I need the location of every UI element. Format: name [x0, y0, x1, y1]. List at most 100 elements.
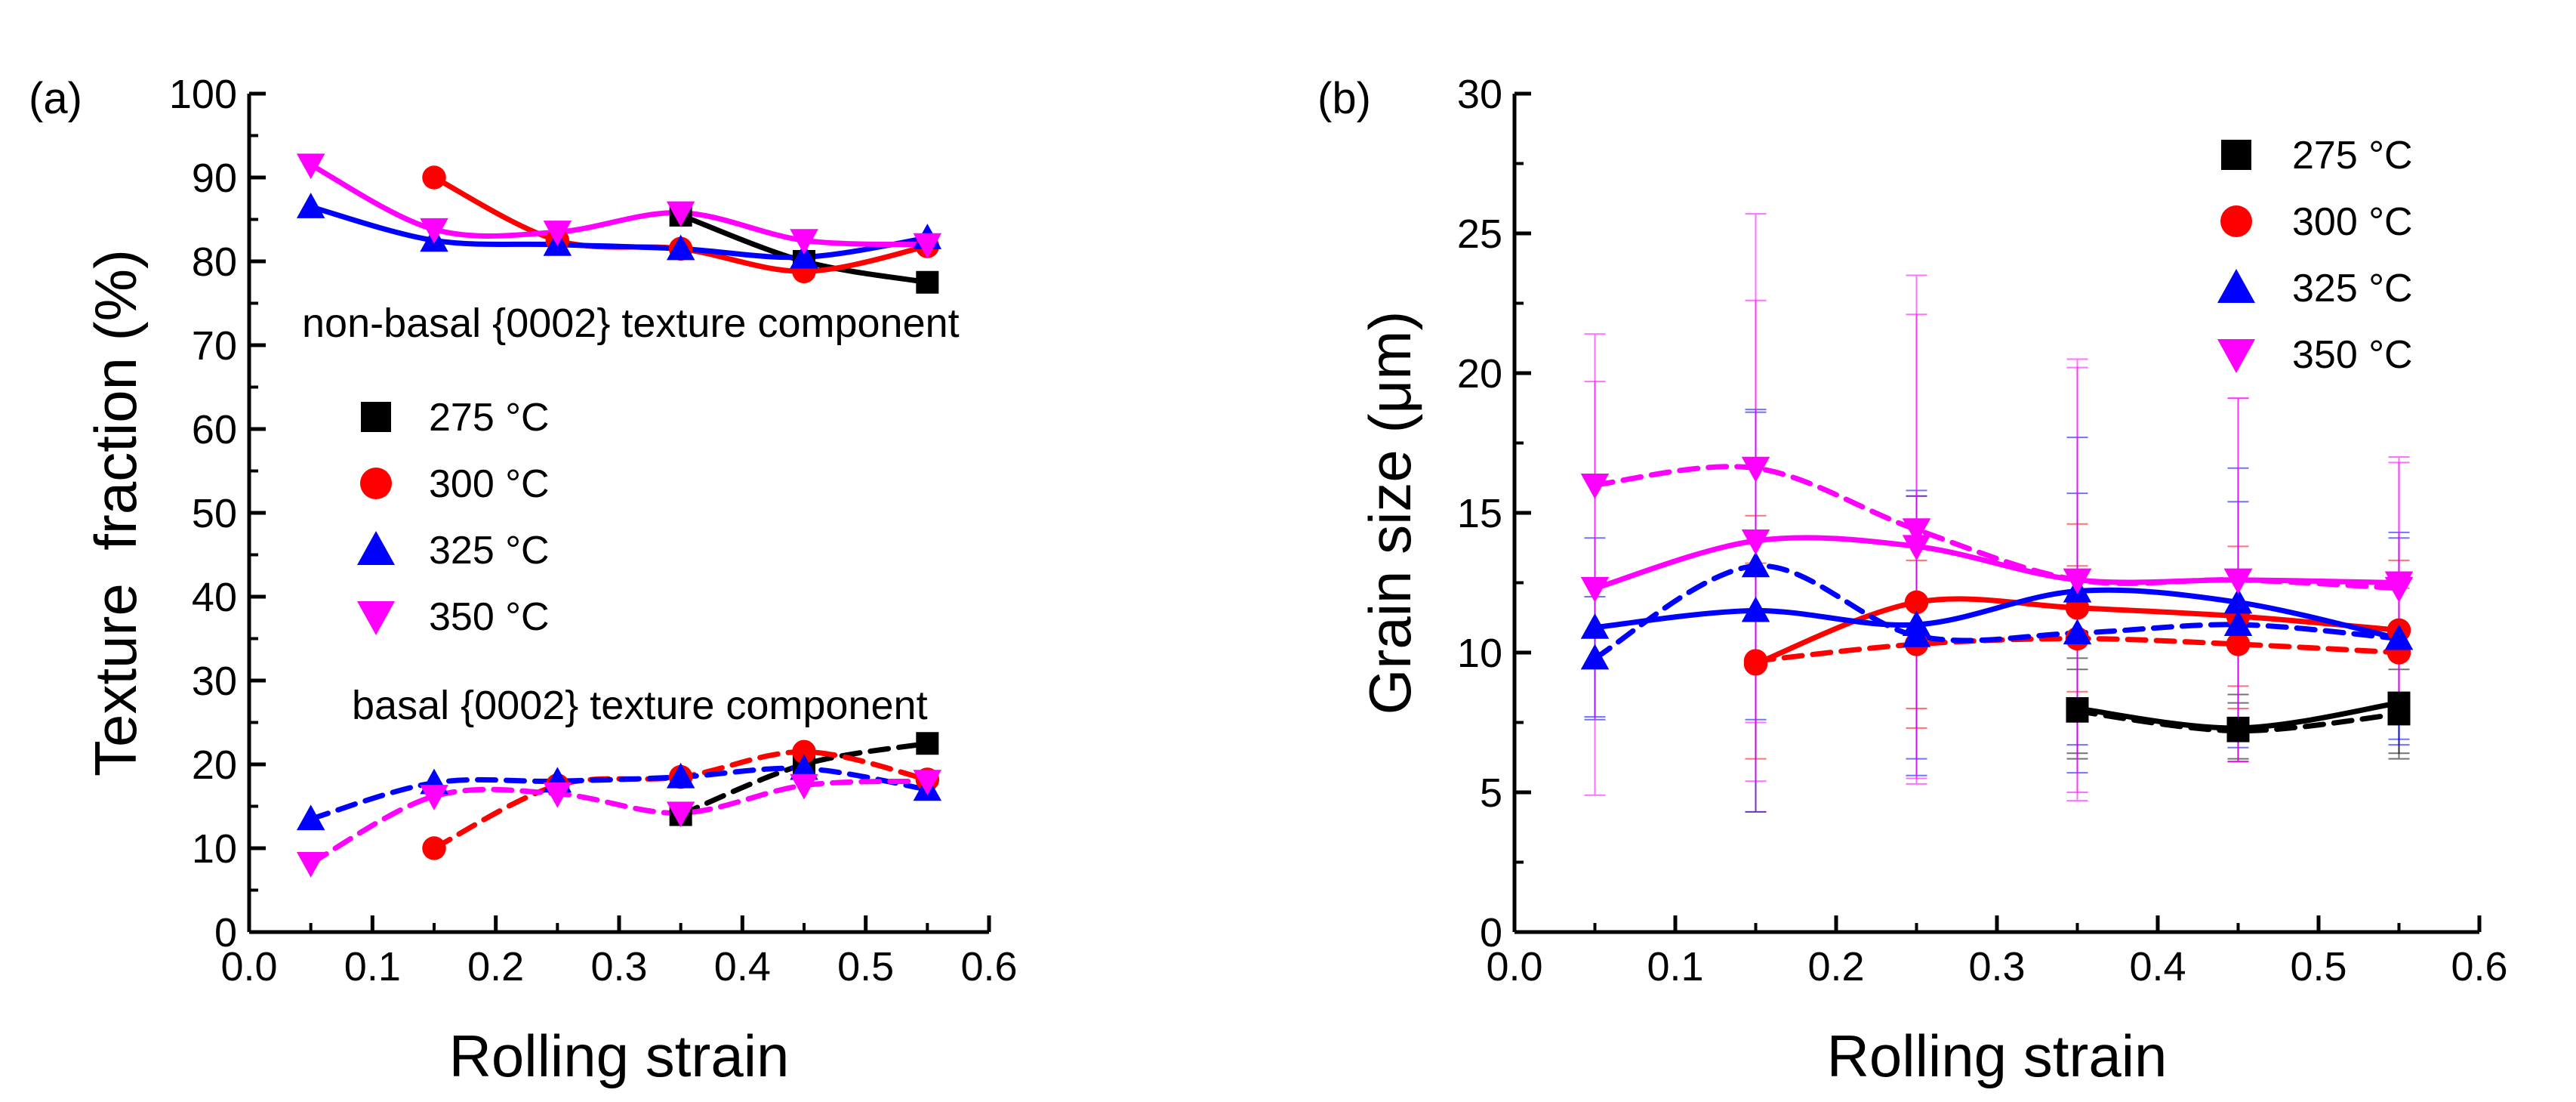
- legend-marker: [360, 468, 392, 499]
- data-point: [790, 229, 818, 255]
- legend-marker: [357, 531, 395, 565]
- data-point: [420, 218, 448, 244]
- x-axis-title: Rolling strain: [1827, 1023, 2168, 1089]
- legend: 275 °C 300 °C 325 °C 350 °C: [2217, 134, 2413, 377]
- x-tick-label: 0.4: [2129, 944, 2186, 989]
- x-tick-label: 0.6: [960, 944, 1017, 989]
- data-point: [2066, 699, 2089, 723]
- data-point: [2063, 568, 2092, 594]
- data-point: [2226, 719, 2250, 742]
- data-point: [420, 785, 448, 810]
- data-point: [2223, 568, 2253, 594]
- legend-item: 325 °C: [357, 529, 550, 573]
- legend-label: 325 °C: [2292, 267, 2413, 310]
- x-tick-label: 0.5: [2290, 944, 2346, 989]
- y-tick-label: 70: [192, 323, 237, 369]
- series-markers-325: [1580, 551, 2414, 670]
- legend-item: 350 °C: [357, 595, 550, 639]
- y-tick-label: 10: [192, 826, 237, 872]
- y-tick-label: 30: [192, 659, 237, 704]
- data-point: [1580, 576, 1610, 603]
- y-axis-title: Texture fraction (%): [82, 249, 149, 776]
- data-point: [2223, 588, 2253, 614]
- x-tick-label: 0.2: [1807, 944, 1864, 989]
- data-point: [296, 804, 325, 831]
- data-point: [1580, 613, 1610, 639]
- legend-label: 275 °C: [429, 396, 550, 440]
- data-point: [296, 193, 325, 218]
- panel-label: (a): [29, 74, 82, 123]
- y-tick-label: 90: [192, 156, 237, 201]
- y-tick-label: 80: [192, 239, 237, 285]
- data-point: [1741, 456, 1770, 483]
- series-markers-350: [296, 153, 942, 259]
- x-axis-title: Rolling strain: [449, 1023, 790, 1089]
- x-tick-label: 0.0: [1486, 944, 1542, 989]
- series-line-350-solid: [1592, 535, 2402, 591]
- legend-item: 350 °C: [2217, 333, 2413, 377]
- series-line-325-solid: [1592, 587, 2402, 641]
- data-point: [913, 770, 942, 795]
- y-tick-label: 20: [1457, 351, 1502, 397]
- data-point: [790, 754, 818, 780]
- x-tick-label: 0.3: [590, 944, 647, 989]
- data-point: [916, 270, 939, 294]
- data-point: [543, 221, 572, 246]
- data-point: [296, 851, 325, 878]
- legend-marker: [2220, 205, 2252, 237]
- legend-item: 275 °C: [361, 396, 550, 440]
- y-tick-label: 15: [1457, 491, 1502, 536]
- legend-item: 275 °C: [2221, 134, 2413, 177]
- legend-marker: [2221, 140, 2251, 170]
- legend-item: 300 °C: [2220, 200, 2413, 244]
- x-tick-label: 0.5: [837, 944, 894, 989]
- data-point: [1580, 644, 1610, 670]
- legend-item: 300 °C: [360, 462, 550, 506]
- series-line-325-solid: [308, 204, 930, 261]
- x-tick-label: 0.0: [220, 944, 277, 989]
- data-point: [2223, 610, 2253, 636]
- data-point: [422, 165, 446, 190]
- series-markers-275: [2066, 699, 2411, 742]
- x-tick-label: 0.2: [467, 944, 524, 989]
- data-point: [666, 801, 695, 828]
- series-markers-350: [296, 770, 942, 878]
- annotation-label: non-basal {0002} texture component: [302, 301, 960, 346]
- series-line-350-dashed: [308, 778, 930, 866]
- series-line-325-dashed: [308, 765, 930, 822]
- y-tick-label: 50: [192, 491, 237, 536]
- data-point: [2063, 619, 2092, 645]
- panel-label: (b): [1317, 74, 1371, 123]
- data-point: [666, 762, 695, 789]
- legend-label: 350 °C: [429, 595, 550, 639]
- annotation-label: basal {0002} texture component: [352, 683, 928, 728]
- data-point: [1741, 529, 1770, 555]
- data-point: [1904, 590, 1929, 615]
- legend-marker: [361, 402, 391, 432]
- data-point: [2387, 702, 2411, 726]
- series-line-325-dashed: [1592, 563, 2402, 661]
- y-tick-label: 0: [214, 910, 237, 955]
- data-point: [2384, 576, 2414, 603]
- y-tick-label: 25: [1457, 211, 1502, 257]
- data-point: [666, 234, 695, 261]
- y-tick-label: 20: [192, 742, 237, 788]
- y-tick-label: 5: [1480, 770, 1502, 816]
- data-point: [2226, 632, 2251, 656]
- data-point: [1902, 622, 1931, 647]
- legend-label: 300 °C: [2292, 200, 2413, 244]
- legend-label: 350 °C: [2292, 333, 2413, 377]
- x-tick-label: 0.3: [1968, 944, 2025, 989]
- legend: 275 °C 300 °C 325 °C 350 °C: [357, 396, 550, 639]
- data-point: [543, 782, 572, 808]
- data-point: [422, 836, 446, 860]
- data-point: [792, 739, 816, 764]
- y-tick-label: 10: [1457, 631, 1502, 676]
- data-point: [913, 233, 942, 259]
- y-tick-label: 30: [1457, 72, 1502, 117]
- legend-label: 325 °C: [429, 529, 550, 573]
- y-tick-label: 0: [1480, 910, 1502, 955]
- series-markers-350: [1580, 456, 2414, 603]
- legend-item: 325 °C: [2217, 267, 2413, 310]
